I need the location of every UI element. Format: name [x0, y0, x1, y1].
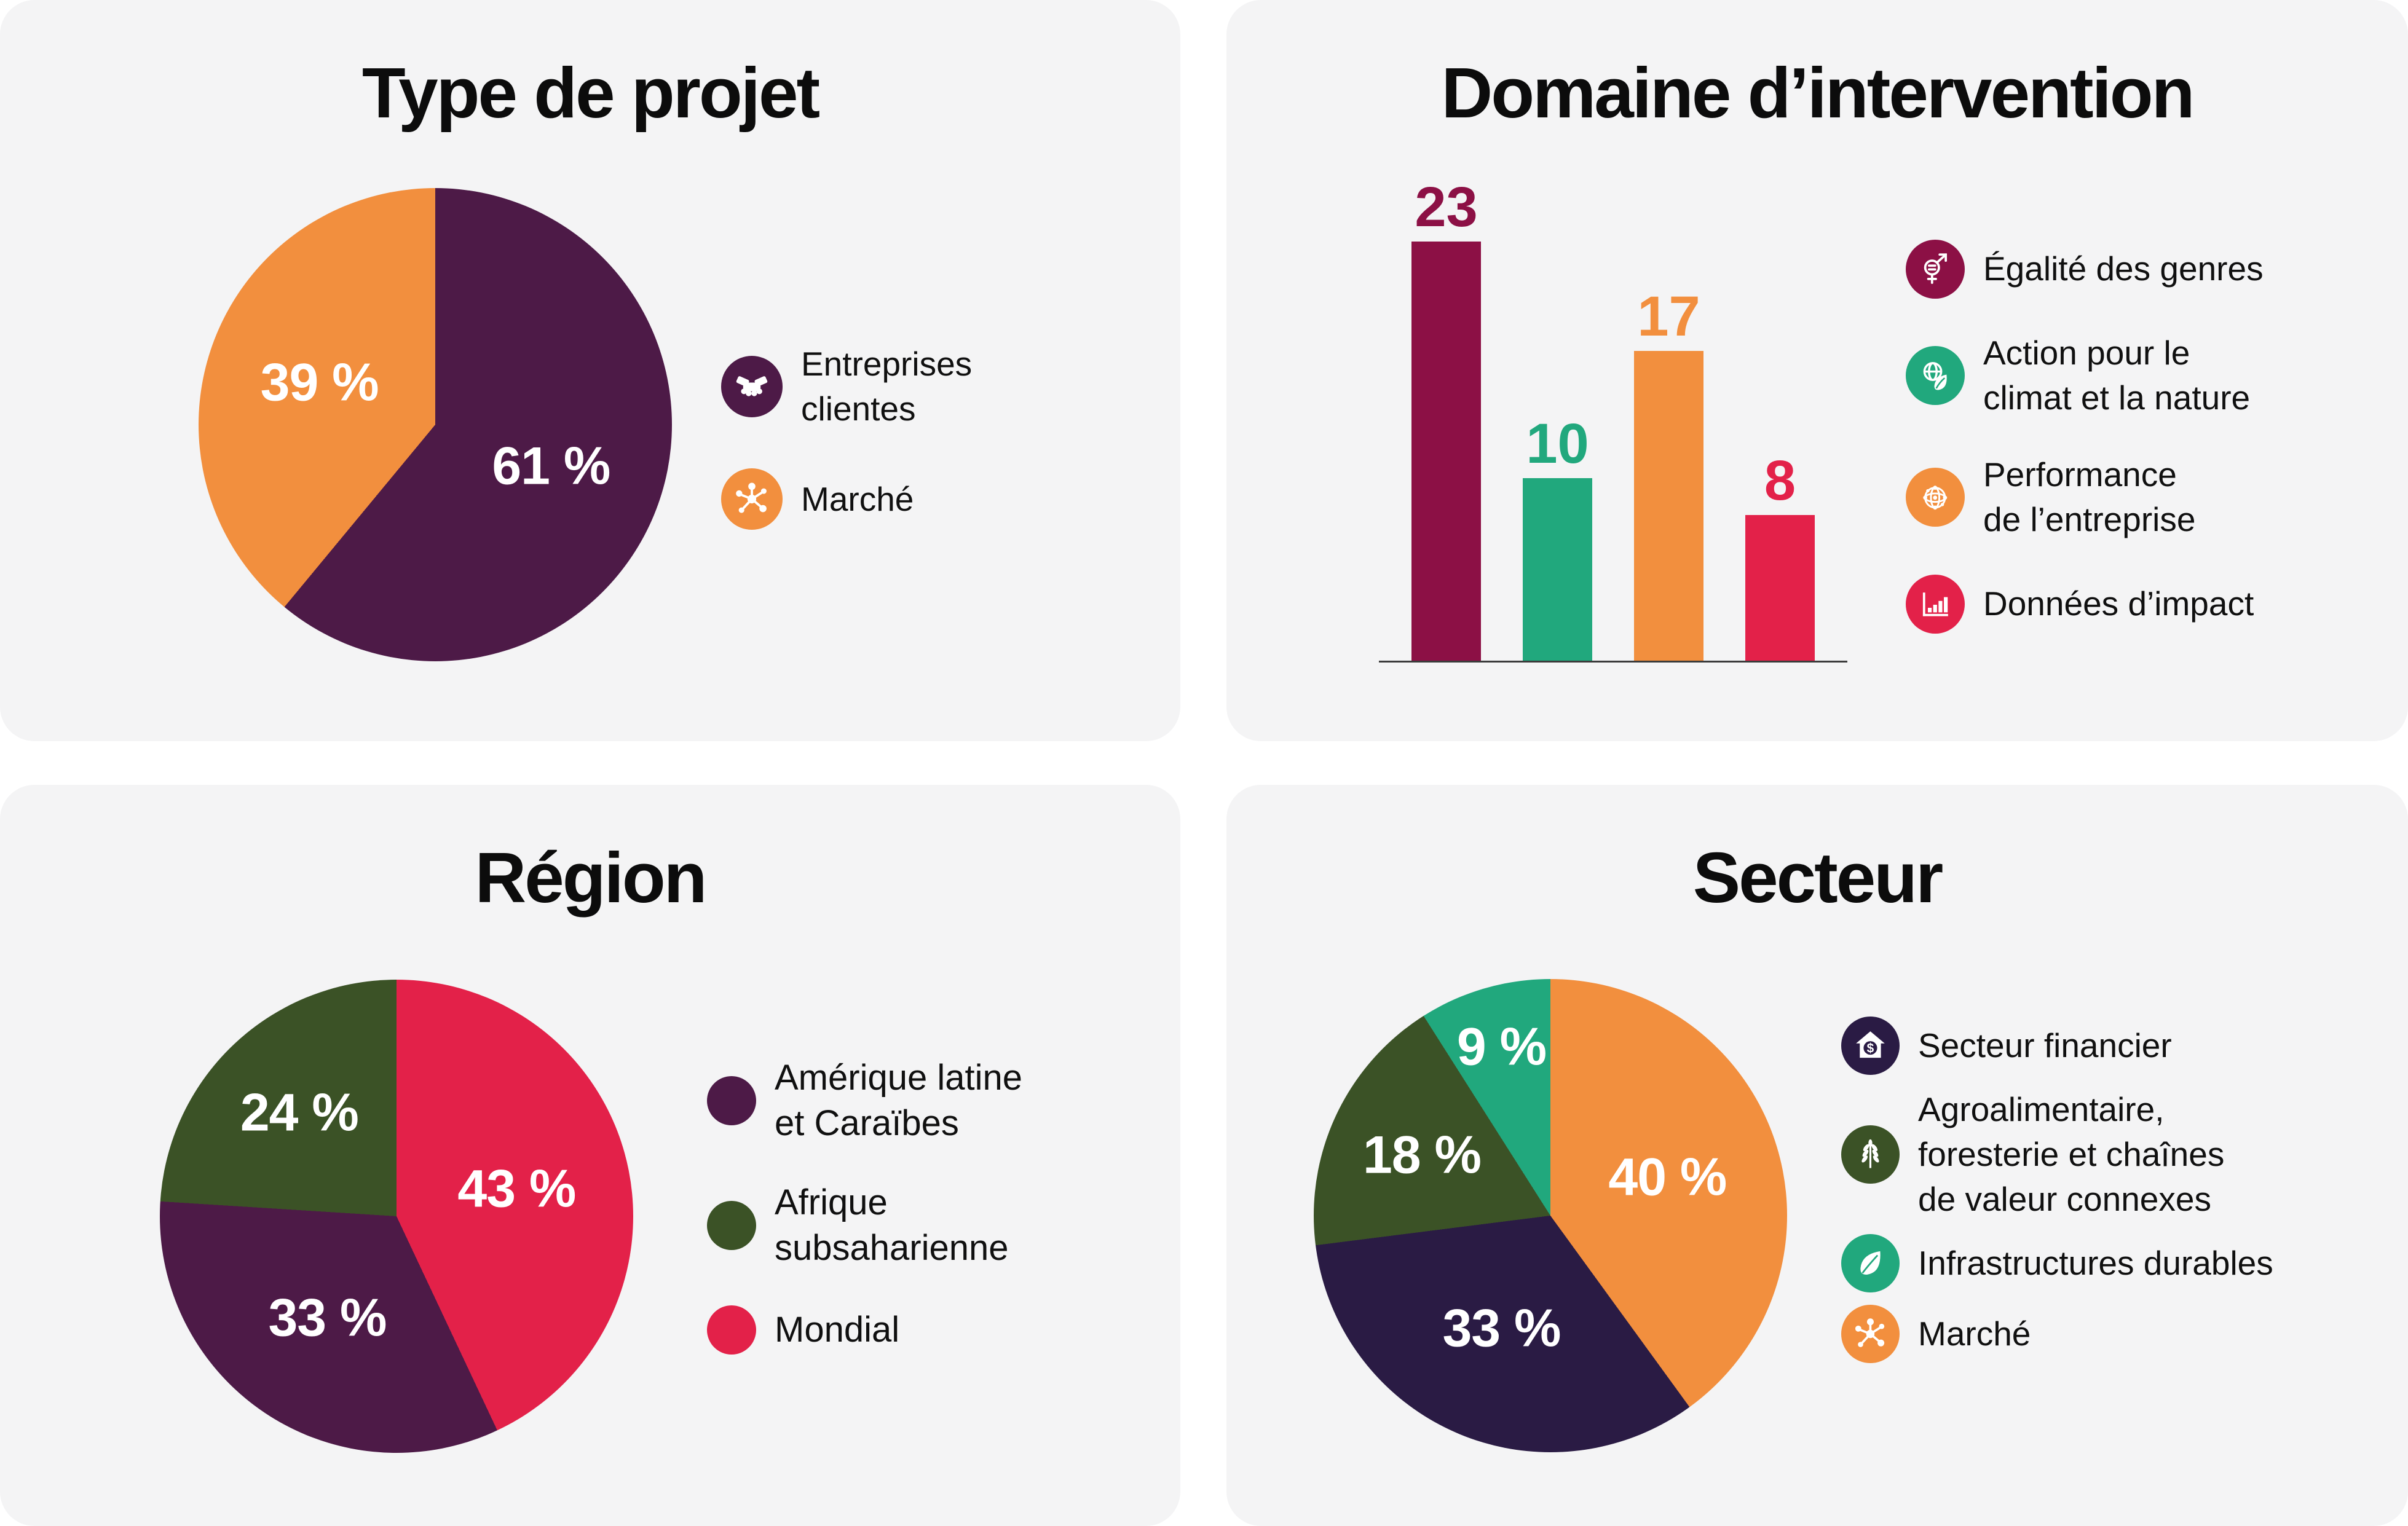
pie-slice-label: 39 % [260, 353, 379, 412]
legend-item: Action pour le climat et la nature [1906, 331, 2264, 420]
bar-value-label: 23 [1415, 176, 1478, 238]
bar-group: 23 10 17 8 [1379, 179, 1847, 661]
gender-equality-icon [1906, 240, 1965, 299]
legend-label: Agroalimentaire, foresterie et chaînes d… [1918, 1090, 2225, 1219]
bar: 10 [1523, 415, 1592, 661]
network-icon [721, 468, 783, 530]
panel-type-de-projet: Type de projet 61 % 39 % Entreprises clie… [0, 0, 1180, 741]
globe-leaf-icon [1906, 346, 1965, 406]
legend-label: Entreprises clientes [801, 345, 973, 428]
pie-chart-type-de-projet: 61 % 39 % [199, 188, 672, 661]
legend-label: Marché [1918, 1315, 2031, 1353]
legend-dot [707, 1076, 756, 1125]
legend-label: Marché [801, 479, 914, 518]
legend-item: Performance de l’entreprise [1906, 452, 2264, 542]
legend-label: Égalité des genres [1983, 250, 2264, 288]
leaf-icon [1841, 1234, 1900, 1293]
bar: 23 [1411, 179, 1481, 661]
pie-slice-label: 24 % [240, 1083, 359, 1143]
house-dollar-icon: $ [1841, 1017, 1900, 1075]
handshake-icon [721, 356, 783, 418]
legend-item: Afrique subsaharienne [707, 1180, 1022, 1270]
panel-region: Région 43 % 33 % 24 % Amérique latine et C… [0, 785, 1180, 1526]
pie-slice-label: 33 % [1442, 1299, 1561, 1358]
pie-slice-label: 40 % [1608, 1147, 1727, 1207]
bar: 8 [1745, 452, 1815, 661]
network-icon [1841, 1305, 1900, 1364]
panel-title: Région [475, 838, 707, 918]
pie-chart-secteur: 40 % 33 % 18 % 9 % [1314, 979, 1787, 1452]
bar-rect [1634, 350, 1703, 661]
legend-label: Données d’impact [1983, 584, 2254, 623]
panel-title: Domaine d’intervention [1441, 53, 2195, 133]
bar-rect [1411, 242, 1481, 661]
legend-item: $ Secteur financier [1841, 1017, 2273, 1075]
bar-value-label: 10 [1526, 412, 1589, 476]
legend-label: Mondial [775, 1309, 900, 1350]
legend-item: Marché [1841, 1305, 2273, 1364]
panel-secteur: Secteur 40 % 33 % 18 % 9 % $ Secteur financ… [1226, 785, 2408, 1526]
panel-title: Type de projet [361, 53, 820, 133]
legend-item: Égalité des genres [1906, 240, 2264, 299]
svg-text:$: $ [1867, 1042, 1874, 1056]
legend-label: Afrique subsaharienne [775, 1182, 1009, 1268]
legend-label: Action pour le climat et la nature [1983, 334, 2251, 417]
legend-label: Amérique latine et Caraïbes [775, 1058, 1022, 1143]
legend-item: Agroalimentaire, foresterie et chaînes d… [1841, 1087, 2273, 1222]
legend-item: Infrastructures durables [1841, 1234, 2273, 1293]
legend-dot [707, 1305, 756, 1355]
legend-item: Mondial [707, 1305, 1022, 1355]
legend-dot [707, 1200, 756, 1250]
pie-slice-label: 61 % [492, 436, 610, 496]
legend-item: Amérique latine et Caraïbes [707, 1055, 1022, 1146]
legend-label: Secteur financier [1918, 1026, 2172, 1064]
x-axis-line [1379, 661, 1847, 663]
legend: Égalité des genres Action pour le climat [1906, 240, 2264, 634]
pie-slice-label: 18 % [1362, 1125, 1482, 1185]
pie-slice-label: 9 % [1456, 1017, 1547, 1077]
legend-label: Infrastructures durables [1918, 1244, 2273, 1283]
legend-label: Performance de l’entreprise [1983, 455, 2196, 539]
bar-rect [1745, 514, 1815, 661]
bar-value-label: 8 [1764, 449, 1796, 512]
legend-item: Entreprises clientes [721, 342, 972, 431]
bar-chart-icon [1906, 574, 1965, 634]
bar: 17 [1634, 288, 1703, 661]
pie-slice-label: 33 % [268, 1288, 387, 1348]
legend-item: Marché [721, 468, 972, 530]
legend: $ Secteur financier [1841, 1017, 2273, 1364]
bar-chart-domaine: 23 10 17 8 [1379, 171, 1847, 663]
pie-slice-label: 43 % [457, 1159, 576, 1219]
panel-title: Secteur [1692, 838, 1944, 918]
bar-value-label: 17 [1637, 285, 1700, 348]
bar-rect [1523, 478, 1592, 661]
legend-item: Données d’impact [1906, 574, 2264, 634]
panel-domaine-intervention: Domaine d’intervention 23 10 17 8 [1226, 0, 2408, 741]
legend: Entreprises clientes [721, 342, 972, 530]
legend: Amérique latine et Caraïbes Afrique subs… [707, 1055, 1022, 1355]
wheat-icon [1841, 1125, 1900, 1184]
globe-network-icon [1906, 468, 1965, 527]
pie-chart-region: 43 % 33 % 24 % [160, 980, 633, 1453]
